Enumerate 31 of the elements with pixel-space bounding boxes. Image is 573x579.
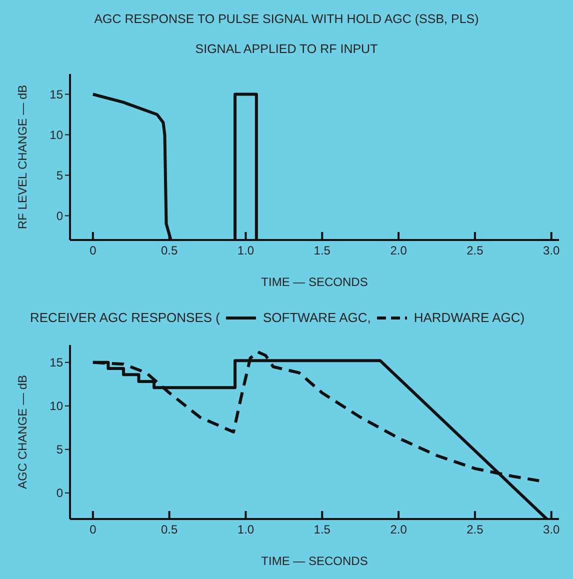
x-tick-label: 2.5 (466, 522, 484, 537)
y-tick-label: 0 (56, 208, 64, 223)
x-tick-label: 0.5 (160, 522, 178, 537)
y-tick-label: 5 (56, 168, 64, 182)
x-tick-label: 1.5 (314, 244, 331, 258)
chart-title: AGC RESPONSE TO PULSE SIGNAL WITH HOLD AGC (SSB, PLS) (93, 11, 480, 28)
x-tick-label: 3.0 (543, 522, 560, 537)
x-tick-label: 2.0 (390, 522, 408, 537)
x-tick-label: 1.0 (237, 522, 254, 537)
x-axis-title: TIME — SECONDS (261, 275, 368, 289)
y-axis-title: AGC CHANGE — dB (15, 374, 30, 490)
y-axis-title: RF LEVEL CHANGE — dB (15, 84, 30, 230)
x-tick-label: 1.5 (314, 522, 331, 537)
chart-subtitle: SIGNAL APPLIED TO RF INPUT (194, 41, 379, 58)
x-tick-label: 0.5 (160, 244, 178, 258)
chart-title: RECEIVER AGC RESPONSES ( (30, 310, 220, 325)
x-tick-label: 0 (90, 244, 97, 258)
x-tick-label: 2.5 (466, 244, 484, 258)
x-axis-title: TIME — SECONDS (261, 554, 368, 568)
x-tick-label: 3.0 (543, 244, 560, 258)
y-tick-label: 10 (50, 128, 64, 142)
y-tick-label: 10 (50, 399, 64, 414)
x-tick-label: 1.0 (237, 244, 254, 258)
y-tick-label: 15 (50, 88, 64, 102)
legend-label: HARDWARE AGC) (414, 310, 525, 325)
legend-label: SOFTWARE AGC, (263, 310, 371, 325)
y-tick-label: 5 (56, 442, 64, 457)
y-tick-label: 0 (56, 486, 64, 500)
x-tick-label: 0 (90, 522, 97, 537)
y-tick-label: 15 (50, 356, 64, 370)
x-tick-label: 2.0 (390, 244, 408, 258)
